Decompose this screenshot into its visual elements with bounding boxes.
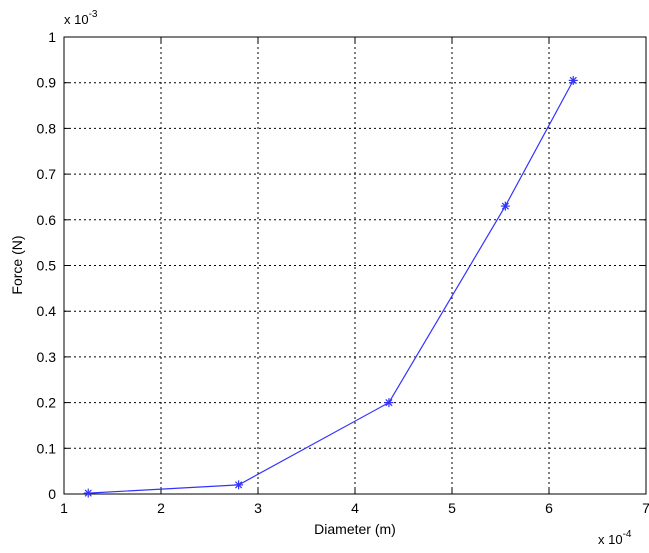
- x-axis-label: Diameter (m): [314, 521, 396, 537]
- x-tick-label: 5: [448, 500, 456, 516]
- y-tick-label: 0: [48, 486, 56, 502]
- y-tick-label: 1: [48, 29, 56, 45]
- x-tick-label: 4: [351, 500, 359, 516]
- grid: [64, 37, 646, 494]
- y-tick-label: 0.3: [37, 349, 57, 365]
- y-tick-label: 0.9: [37, 75, 57, 91]
- y-tick-label: 0.2: [37, 395, 57, 411]
- x-tick-label: 1: [60, 500, 68, 516]
- y-tick-label: 0.7: [37, 166, 57, 182]
- x-axis-multiplier: x 10-4: [598, 529, 632, 547]
- y-axis-label: Force (N): [9, 235, 25, 294]
- x-tick-label: 7: [642, 500, 649, 516]
- x-tick-label: 2: [157, 500, 165, 516]
- axis-ticks: 1 2 3 4 5 6 7 0 0.1 0.2 0.3 0.4 0.5 0.6 0.7 0.8 0.9 1: [37, 29, 649, 516]
- y-tick-label: 0.8: [37, 120, 57, 136]
- y-tick-label: 0.4: [37, 303, 57, 319]
- x-tick-label: 3: [254, 500, 262, 516]
- series-layer: [83, 75, 578, 498]
- data-point: [83, 488, 93, 498]
- data-point: [568, 75, 578, 85]
- y-tick-label: 0.5: [37, 258, 57, 274]
- data-point: [500, 201, 510, 211]
- y-axis-multiplier: x 10-3: [64, 9, 98, 27]
- y-tick-label: 0.1: [37, 440, 57, 456]
- y-tick-label: 0.6: [37, 212, 57, 228]
- x-tick-label: 6: [545, 500, 553, 516]
- data-point: [384, 398, 394, 408]
- data-point: [234, 480, 244, 490]
